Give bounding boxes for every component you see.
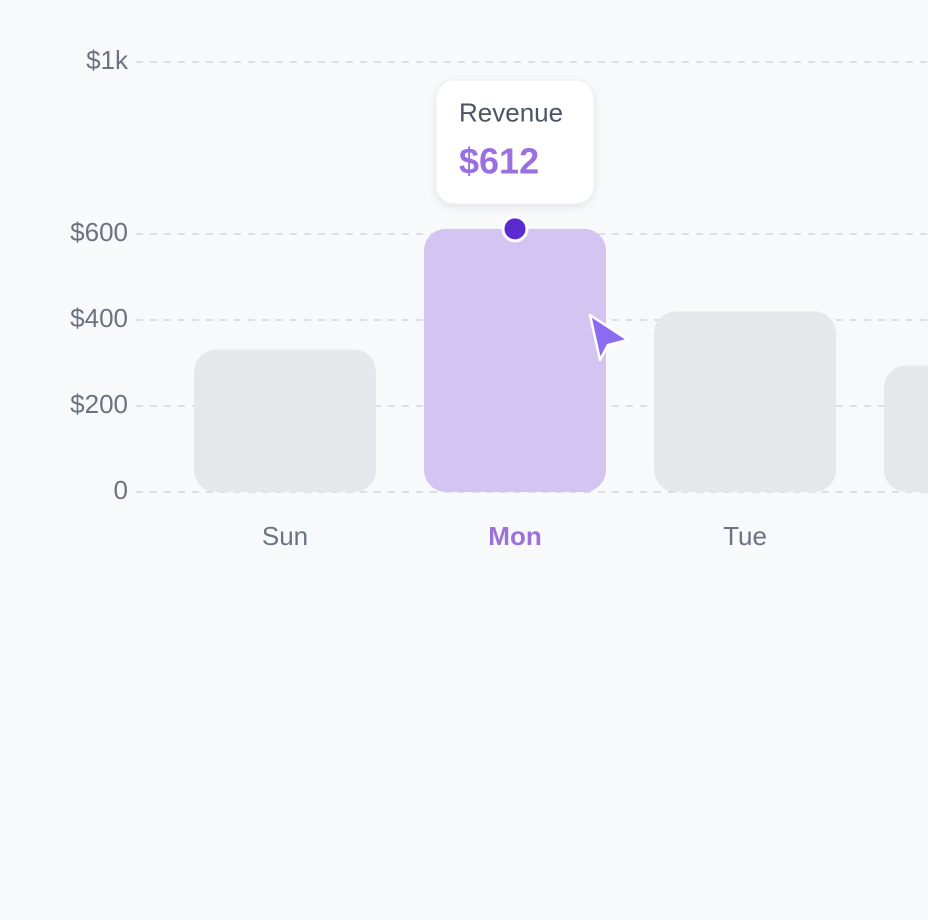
bar bbox=[884, 365, 928, 492]
y-tick-label: 0 bbox=[114, 475, 128, 505]
cursor bbox=[588, 313, 630, 362]
bars: Sun Mon Tue bbox=[194, 228, 928, 551]
y-tick-label: $600 bbox=[70, 217, 128, 247]
bar bbox=[654, 311, 836, 492]
y-tick-label: $200 bbox=[70, 389, 128, 419]
bar bbox=[194, 349, 376, 492]
tooltip-series-name: Revenue bbox=[459, 98, 563, 128]
x-tick-label: Mon bbox=[488, 521, 541, 551]
x-tick-label: Tue bbox=[723, 521, 767, 551]
tooltip bbox=[435, 79, 595, 205]
y-tick-label: $400 bbox=[70, 303, 128, 333]
y-tick-label: $1k bbox=[86, 45, 129, 75]
bar bbox=[424, 228, 606, 492]
tooltip-value: $612 bbox=[459, 140, 539, 181]
value-dot bbox=[501, 215, 529, 243]
x-tick-label: Sun bbox=[262, 521, 308, 551]
tooltip-layer: Revenue $612 bbox=[435, 79, 595, 243]
